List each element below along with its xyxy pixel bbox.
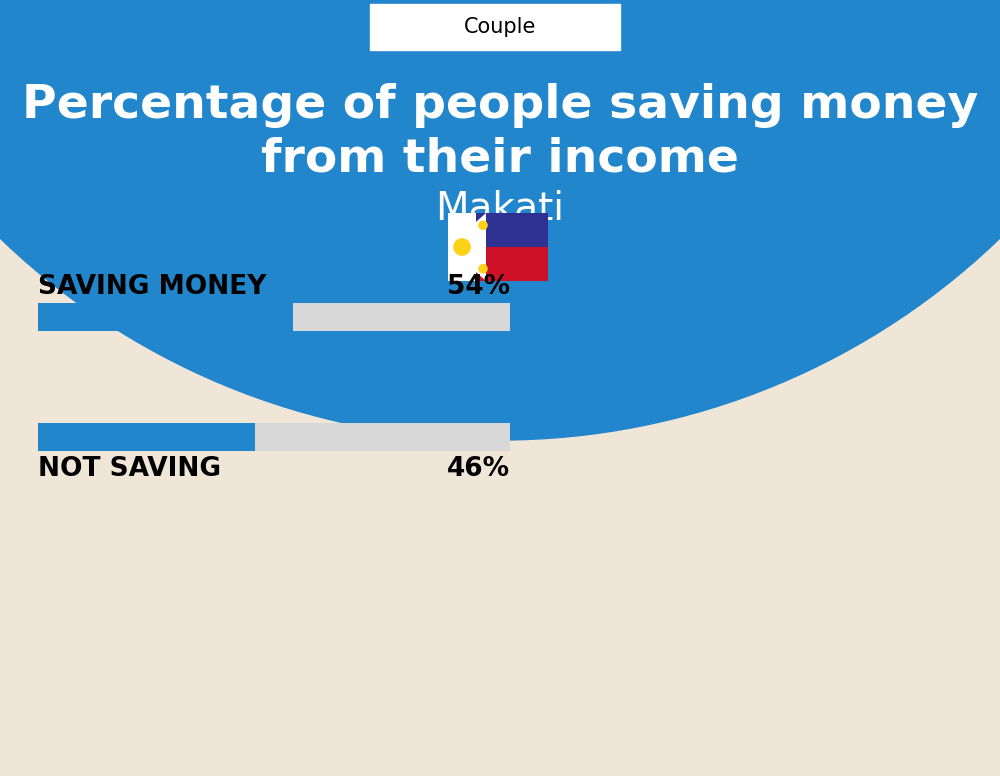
Text: Percentage of people saving money: Percentage of people saving money: [22, 84, 978, 129]
Bar: [38, 303, 510, 331]
FancyBboxPatch shape: [370, 4, 620, 50]
Text: 54%: 54%: [447, 274, 510, 300]
Text: from their income: from their income: [261, 137, 739, 182]
Circle shape: [478, 220, 488, 230]
Text: NOT SAVING: NOT SAVING: [38, 456, 221, 482]
Text: Couple: Couple: [464, 17, 536, 37]
Bar: [476, 213, 548, 247]
Bar: [38, 303, 293, 331]
Text: 46%: 46%: [447, 456, 510, 482]
Polygon shape: [448, 213, 486, 281]
Circle shape: [453, 238, 471, 256]
Bar: [476, 247, 548, 281]
Text: SAVING MONEY: SAVING MONEY: [38, 274, 266, 300]
Bar: [448, 213, 548, 281]
Circle shape: [478, 264, 488, 273]
Bar: [38, 423, 510, 451]
Circle shape: [0, 0, 1000, 440]
Text: Makati: Makati: [436, 190, 564, 228]
Bar: [38, 423, 255, 451]
